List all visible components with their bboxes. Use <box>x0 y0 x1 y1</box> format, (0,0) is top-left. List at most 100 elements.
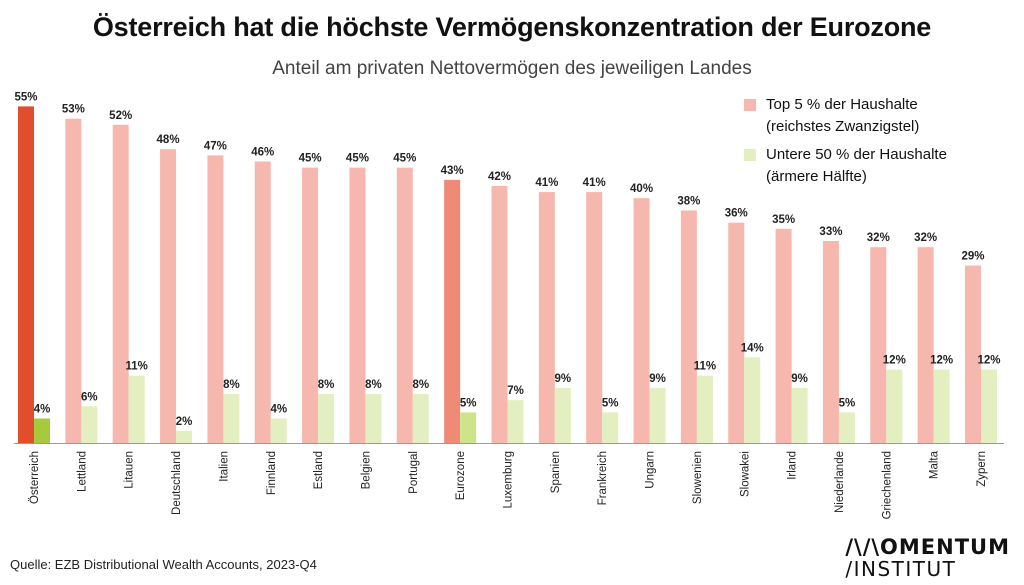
data-label-bottom50: 12% <box>883 355 906 367</box>
x-tick-label: Slowakei <box>739 451 751 497</box>
data-label-top5: 52% <box>109 110 132 122</box>
data-label-top5: 48% <box>157 134 180 146</box>
data-label-top5: 32% <box>867 232 890 244</box>
bar-top5 <box>822 241 839 443</box>
bar-bottom50 <box>412 394 429 443</box>
bar-bottom50 <box>791 387 808 443</box>
data-label-bottom50: 5% <box>839 397 856 409</box>
x-tick-label: Portugal <box>408 451 420 494</box>
data-label-bottom50: 8% <box>365 379 382 391</box>
data-label-bottom50: 7% <box>507 385 524 397</box>
data-label-bottom50: 4% <box>270 404 287 416</box>
bar-top5 <box>586 192 603 443</box>
logo-line-institut: /INSTITUT <box>845 557 957 581</box>
data-label-top5: 33% <box>819 226 842 238</box>
data-label-bottom50: 8% <box>318 379 335 391</box>
data-label-bottom50: 12% <box>977 355 1000 367</box>
legend-label-bottom50: Untere 50 % der Haushalte <box>766 146 947 163</box>
bar-bottom50 <box>981 369 997 443</box>
x-tick-label: Lettland <box>76 451 88 492</box>
data-label-bottom50: 11% <box>694 361 716 373</box>
bar-top5 <box>254 161 271 444</box>
data-label-bottom50: 8% <box>412 379 429 391</box>
momentum-logo: /\/\OMENTUM /INSTITUT <box>845 536 1010 580</box>
x-tick-label: Italien <box>218 451 230 482</box>
bar-top5 <box>965 265 981 443</box>
data-label-top5: 53% <box>62 104 85 116</box>
data-label-top5: 40% <box>630 183 653 195</box>
x-tick-label: Malta <box>929 450 941 479</box>
bar-top5 <box>728 222 745 443</box>
x-tick-label: Zypern <box>976 451 988 487</box>
data-label-top5: 43% <box>441 165 464 177</box>
bar-bottom50 <box>223 394 240 443</box>
bar-bottom50 <box>365 394 382 443</box>
data-label-bottom50: 9% <box>555 373 572 385</box>
bar-top5 <box>917 247 934 443</box>
bar-top5 <box>396 167 413 443</box>
legend-sublabel-top5: (reichstes Zwanzigstel) <box>766 118 920 135</box>
chart-title: Österreich hat die höchste Vermögenskonz… <box>92 12 932 42</box>
x-tick-label: Griechenland <box>881 451 893 519</box>
data-label-top5: 35% <box>772 214 795 226</box>
data-label-bottom50: 11% <box>126 361 148 373</box>
data-label-top5: 32% <box>914 232 937 244</box>
bar-top5 <box>18 106 34 444</box>
bar-top5 <box>870 247 887 443</box>
bar-bottom50 <box>838 412 855 443</box>
bar-bottom50 <box>81 406 98 443</box>
data-label-bottom50: 5% <box>460 397 477 409</box>
x-tick-label: Frankreich <box>597 451 609 505</box>
x-tick-label: Luxemburg <box>503 451 515 509</box>
logo-line-momentum: /\/\OMENTUM <box>845 535 1010 559</box>
x-tick-label: Belgien <box>360 451 372 489</box>
bar-top5 <box>349 167 366 443</box>
data-label-bottom50: 4% <box>34 404 51 416</box>
bar-bottom50 <box>34 418 50 443</box>
bar-top5 <box>302 167 319 443</box>
bar-bottom50 <box>933 369 950 443</box>
data-label-bottom50: 14% <box>741 342 764 354</box>
x-tick-label: Slowenien <box>692 451 704 504</box>
bar-top5 <box>633 198 650 443</box>
legend-item-top5: Top 5 % der Haushalte (reichstes Zwanzig… <box>744 94 1014 138</box>
legend-swatch-top5 <box>744 99 756 111</box>
x-tick-label: Litauen <box>124 451 136 489</box>
data-label-top5: 45% <box>346 153 369 165</box>
x-tick-label: Irland <box>787 451 799 480</box>
x-tick-label: Niederlande <box>834 451 846 513</box>
source-note: Quelle: EZB Distributional Wealth Accoun… <box>10 557 317 572</box>
chart-legend: Top 5 % der Haushalte (reichstes Zwanzig… <box>744 94 1014 194</box>
legend-sublabel-bottom50: (ärmere Hälfte) <box>766 168 867 185</box>
data-label-bottom50: 5% <box>602 397 619 409</box>
bar-bottom50 <box>176 430 193 443</box>
x-tick-label: Finnland <box>266 451 278 495</box>
x-tick-label: Estland <box>313 451 325 489</box>
bar-bottom50 <box>602 412 619 443</box>
bar-bottom50 <box>554 387 571 443</box>
bar-top5 <box>680 210 697 443</box>
data-label-top5: 41% <box>535 177 558 189</box>
bar-bottom50 <box>507 400 524 443</box>
data-label-top5: 46% <box>251 146 274 158</box>
x-tick-label: Österreich <box>29 451 41 504</box>
data-label-top5: 36% <box>725 208 748 220</box>
data-label-top5: 45% <box>393 153 416 165</box>
bar-top5 <box>444 179 461 443</box>
bar-top5 <box>775 228 792 443</box>
legend-item-bottom50: Untere 50 % der Haushalte (ärmere Hälfte… <box>744 144 1014 188</box>
bar-bottom50 <box>886 369 903 443</box>
data-label-bottom50: 6% <box>81 391 98 403</box>
bar-bottom50 <box>460 412 477 443</box>
x-tick-label: Spanien <box>550 451 562 493</box>
bar-top5 <box>112 124 129 443</box>
bar-top5 <box>160 149 177 444</box>
x-tick-label: Deutschland <box>171 451 183 515</box>
bar-top5 <box>65 118 82 443</box>
data-label-top5: 55% <box>14 91 37 103</box>
x-tick-label: Ungarn <box>645 451 657 489</box>
chart-subtitle: Anteil am privaten Nettovermögen des jew… <box>272 58 752 79</box>
legend-swatch-bottom50 <box>744 149 756 161</box>
data-label-top5: 45% <box>299 153 322 165</box>
